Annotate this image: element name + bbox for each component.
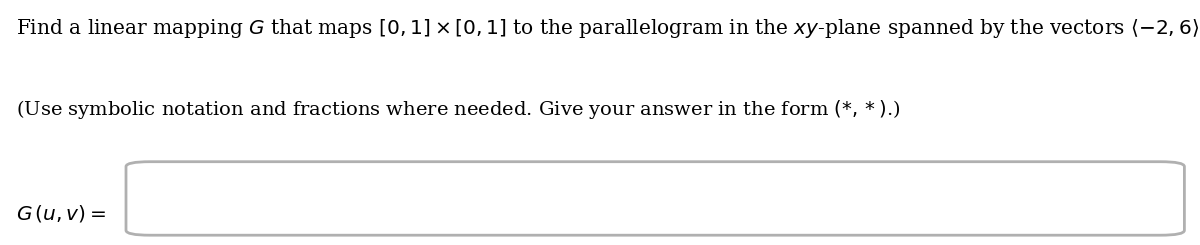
Text: Find a linear mapping $G$ that maps $[0, 1] \times [0, 1]$ to the parallelogram : Find a linear mapping $G$ that maps $[0,… [16,17,1200,40]
FancyBboxPatch shape [126,162,1184,235]
Text: $G\,(u, v) =$: $G\,(u, v) =$ [16,203,106,224]
Text: (Use symbolic notation and fractions where needed. Give your answer in the form : (Use symbolic notation and fractions whe… [16,98,900,121]
